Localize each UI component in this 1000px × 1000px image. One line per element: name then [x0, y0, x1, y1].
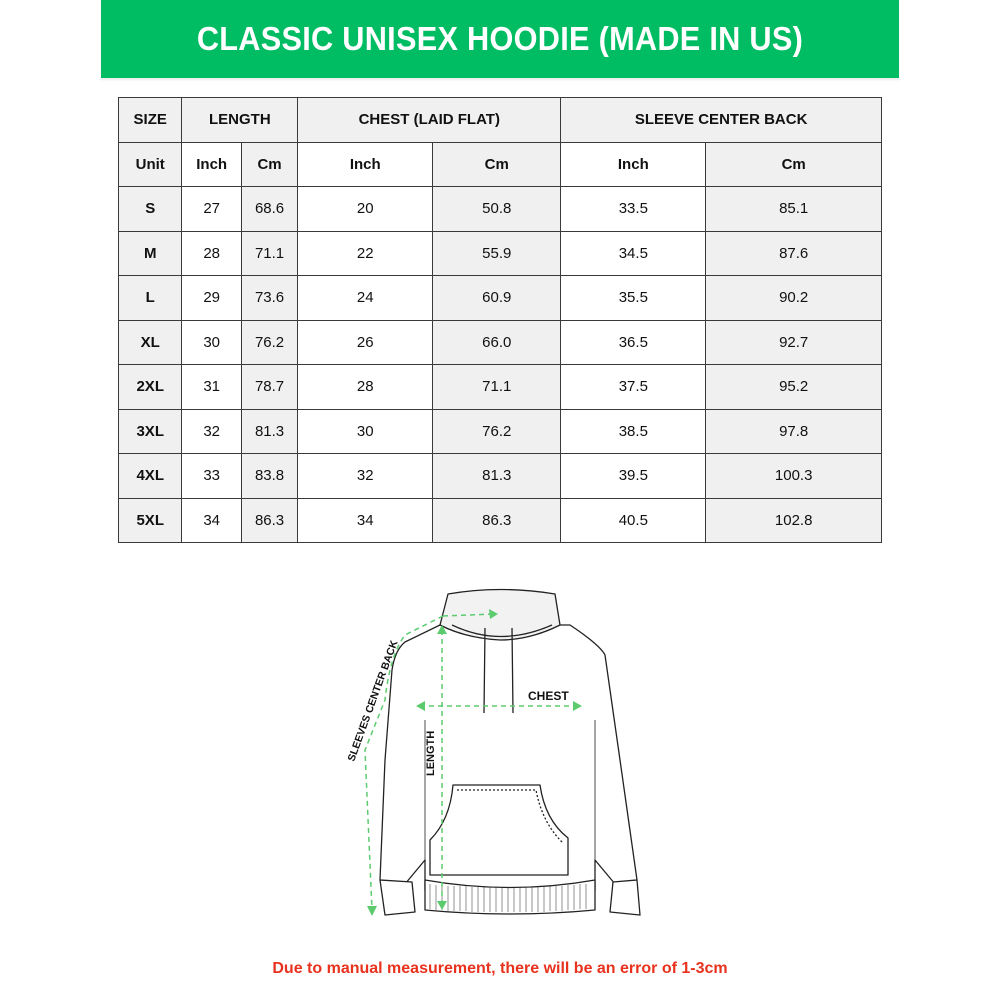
- value-cell: 102.8: [705, 497, 882, 543]
- value-cell: 78.7: [240, 364, 299, 410]
- value-cell: 33: [181, 453, 242, 499]
- value-cell: 30: [297, 408, 434, 454]
- size-cell: 5XL: [117, 497, 183, 543]
- value-cell: 29: [181, 275, 242, 321]
- hoodie-illustration: CHEST LENGTH SLEEVES CENTER BACK: [346, 588, 641, 916]
- unit-cell: Inch: [181, 141, 242, 187]
- table-row: 4XL 33 83.8 32 81.3 39.5 100.3: [117, 453, 882, 499]
- table-row: L 29 73.6 24 60.9 35.5 90.2: [117, 275, 882, 321]
- value-cell: 28: [181, 230, 242, 276]
- size-cell: 2XL: [117, 364, 183, 410]
- unit-cell: Inch: [560, 141, 707, 187]
- value-cell: 24: [297, 275, 434, 321]
- table-row: 2XL 31 78.7 28 71.1 37.5 95.2: [117, 364, 882, 410]
- value-cell: 85.1: [705, 186, 882, 232]
- table-row: S 27 68.6 20 50.8 33.5 85.1: [117, 186, 882, 232]
- value-cell: 50.8: [432, 186, 562, 232]
- value-cell: 66.0: [432, 319, 562, 365]
- value-cell: 27: [181, 186, 242, 232]
- size-cell: M: [117, 230, 183, 276]
- size-cell: XL: [117, 319, 183, 365]
- value-cell: 39.5: [560, 453, 707, 499]
- value-cell: 100.3: [705, 453, 882, 499]
- size-cell: S: [117, 186, 183, 232]
- value-cell: 97.8: [705, 408, 882, 454]
- value-cell: 34: [181, 497, 242, 543]
- measurement-arrows: [364, 613, 578, 911]
- title-banner: CLASSIC UNISEX HOODIE (MADE IN US): [101, 0, 899, 78]
- value-cell: 76.2: [432, 408, 562, 454]
- value-cell: 55.9: [432, 230, 562, 276]
- measurement-note: Due to manual measurement, there will be…: [272, 960, 728, 977]
- table-header-row: SIZE LENGTH CHEST (LAID FLAT) SLEEVE CEN…: [117, 97, 882, 143]
- value-cell: 90.2: [705, 275, 882, 321]
- value-cell: 71.1: [240, 230, 299, 276]
- value-cell: 60.9: [432, 275, 562, 321]
- value-cell: 86.3: [240, 497, 299, 543]
- unit-cell: Inch: [297, 141, 434, 187]
- value-cell: 92.7: [705, 319, 882, 365]
- value-cell: 73.6: [240, 275, 299, 321]
- value-cell: 38.5: [560, 408, 707, 454]
- size-cell: L: [117, 275, 183, 321]
- value-cell: 20: [297, 186, 434, 232]
- value-cell: 71.1: [432, 364, 562, 410]
- table-row: XL 30 76.2 26 66.0 36.5 92.7: [117, 319, 882, 365]
- value-cell: 31: [181, 364, 242, 410]
- value-cell: 35.5: [560, 275, 707, 321]
- size-cell: 3XL: [117, 408, 183, 454]
- value-cell: 34.5: [560, 230, 707, 276]
- value-cell: 81.3: [432, 453, 562, 499]
- value-cell: 76.2: [240, 319, 299, 365]
- unit-label: Unit: [117, 141, 183, 187]
- header-length: LENGTH: [181, 97, 299, 143]
- value-cell: 33.5: [560, 186, 707, 232]
- value-cell: 68.6: [240, 186, 299, 232]
- value-cell: 87.6: [705, 230, 882, 276]
- chest-label: CHEST: [528, 689, 569, 703]
- header-sleeve: SLEEVE CENTER BACK: [560, 97, 882, 143]
- length-label: LENGTH: [425, 731, 437, 776]
- unit-cell: Cm: [705, 141, 882, 187]
- value-cell: 22: [297, 230, 434, 276]
- value-cell: 32: [297, 453, 434, 499]
- size-chart-table: SIZE LENGTH CHEST (LAID FLAT) SLEEVE CEN…: [117, 97, 882, 543]
- unit-cell: Cm: [240, 141, 299, 187]
- header-chest: CHEST (LAID FLAT): [297, 97, 562, 143]
- value-cell: 81.3: [240, 408, 299, 454]
- table-row: 5XL 34 86.3 34 86.3 40.5 102.8: [117, 497, 882, 543]
- value-cell: 28: [297, 364, 434, 410]
- hoodie-diagram: CHEST LENGTH SLEEVES CENTER BACK: [330, 580, 650, 920]
- value-cell: 37.5: [560, 364, 707, 410]
- value-cell: 36.5: [560, 319, 707, 365]
- table-row: 3XL 32 81.3 30 76.2 38.5 97.8: [117, 408, 882, 454]
- value-cell: 32: [181, 408, 242, 454]
- value-cell: 34: [297, 497, 434, 543]
- value-cell: 26: [297, 319, 434, 365]
- header-size: SIZE: [117, 97, 183, 143]
- value-cell: 95.2: [705, 364, 882, 410]
- value-cell: 83.8: [240, 453, 299, 499]
- size-cell: 4XL: [117, 453, 183, 499]
- value-cell: 86.3: [432, 497, 562, 543]
- table-unit-row: Unit Inch Cm Inch Cm Inch Cm: [117, 141, 882, 187]
- value-cell: 30: [181, 319, 242, 365]
- page-title: CLASSIC UNISEX HOODIE (MADE IN US): [196, 20, 804, 57]
- unit-cell: Cm: [432, 141, 562, 187]
- table-row: M 28 71.1 22 55.9 34.5 87.6: [117, 230, 882, 276]
- value-cell: 40.5: [560, 497, 707, 543]
